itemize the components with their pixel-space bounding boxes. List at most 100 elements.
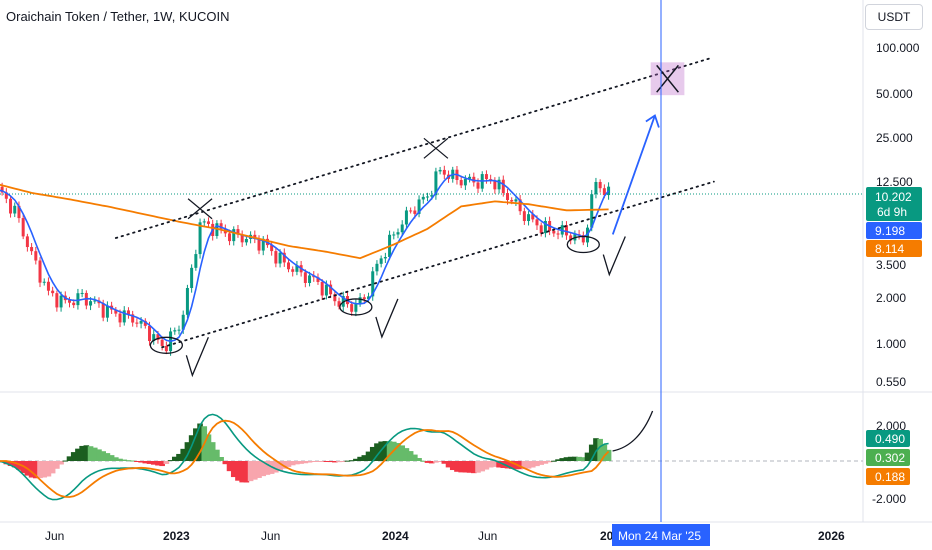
histogram-bar bbox=[100, 451, 106, 461]
histogram-bar bbox=[597, 438, 603, 461]
svg-text:0.188: 0.188 bbox=[875, 470, 905, 484]
price-tick: 12.500 bbox=[876, 175, 913, 189]
time-tick: 2024 bbox=[382, 529, 409, 543]
price-tick: 1.000 bbox=[876, 337, 906, 351]
price-tick: 50.000 bbox=[876, 87, 913, 101]
histogram-bar bbox=[37, 461, 43, 479]
candle-body bbox=[135, 322, 139, 324]
histogram-bar bbox=[483, 461, 490, 470]
histogram-bar bbox=[538, 461, 544, 465]
candle-body bbox=[68, 300, 71, 303]
histogram-bar bbox=[319, 461, 325, 462]
candle-body bbox=[38, 260, 42, 283]
candle-body bbox=[463, 178, 467, 186]
oscillator-tag-signal: 0.188 bbox=[866, 468, 910, 485]
histogram-bar bbox=[294, 461, 300, 465]
histogram-bar bbox=[273, 461, 279, 473]
candle-body bbox=[126, 310, 130, 315]
fast-moving-average-line bbox=[0, 173, 610, 343]
histogram-bar bbox=[559, 458, 566, 461]
price-tick: 0.550 bbox=[876, 375, 906, 389]
histogram-bar bbox=[79, 445, 85, 461]
histogram-bar bbox=[441, 461, 448, 464]
candle-body bbox=[552, 230, 556, 234]
histogram-bar bbox=[306, 461, 313, 463]
histogram-bar bbox=[424, 461, 431, 463]
histogram-bar bbox=[230, 461, 237, 478]
histogram-bar bbox=[188, 435, 195, 461]
histogram-bar bbox=[386, 441, 393, 461]
histogram-bar bbox=[180, 448, 187, 461]
histogram-bar bbox=[580, 457, 587, 461]
currency-button[interactable]: USDT bbox=[865, 4, 923, 30]
histogram-bar bbox=[420, 460, 427, 462]
candle-body bbox=[177, 329, 181, 331]
candle-body bbox=[379, 258, 383, 264]
oscillator-lines-layer bbox=[0, 410, 654, 501]
candle-body bbox=[152, 334, 156, 342]
histogram-bar bbox=[310, 461, 317, 462]
oscillator-tick: 2.000 bbox=[876, 419, 906, 433]
histogram-bar bbox=[125, 460, 132, 462]
histogram-bar bbox=[327, 461, 334, 463]
candle-body bbox=[282, 252, 286, 263]
low-circle-mark bbox=[339, 298, 373, 316]
histogram-bar bbox=[395, 443, 401, 461]
projection-arrow-head bbox=[645, 114, 660, 128]
price-tag-slow-ma: 8.114 bbox=[866, 240, 922, 257]
candle-body bbox=[55, 293, 59, 308]
time-tick: 20 bbox=[600, 529, 614, 543]
histogram-bar bbox=[407, 451, 414, 461]
histogram-bar bbox=[113, 457, 119, 461]
candle-body bbox=[46, 281, 50, 291]
histogram-bar bbox=[277, 461, 283, 471]
histogram-bar bbox=[449, 461, 456, 471]
candle-body bbox=[270, 245, 274, 252]
histogram-bar bbox=[159, 461, 165, 467]
histogram-bar bbox=[471, 461, 477, 474]
candle-body bbox=[190, 267, 194, 288]
time-tick: Jun bbox=[261, 529, 280, 543]
histogram-bar bbox=[289, 461, 296, 466]
histogram-bar bbox=[285, 461, 292, 467]
histogram-bar bbox=[382, 441, 389, 461]
candle-body bbox=[425, 196, 429, 198]
candle-body bbox=[392, 234, 396, 236]
candle-body bbox=[468, 176, 472, 179]
histogram-bar bbox=[66, 456, 73, 461]
candle-body bbox=[350, 304, 354, 312]
histogram-bar bbox=[49, 461, 56, 474]
candle-body bbox=[206, 221, 210, 224]
candle-body bbox=[185, 287, 189, 315]
slow-moving-average-line bbox=[0, 183, 609, 260]
candle-body bbox=[535, 219, 539, 226]
histogram-bar bbox=[209, 442, 216, 461]
histogram-bar bbox=[33, 461, 39, 479]
candle-body bbox=[564, 225, 568, 236]
histogram-bar bbox=[492, 461, 498, 467]
candle-body bbox=[337, 301, 341, 307]
candle-body bbox=[497, 179, 501, 190]
candle-body bbox=[244, 238, 248, 243]
annotations-layer bbox=[114, 57, 715, 378]
svg-text:0.302: 0.302 bbox=[875, 451, 905, 465]
candle-body bbox=[114, 309, 118, 314]
candle-body bbox=[362, 297, 366, 300]
histogram-bar bbox=[551, 460, 557, 462]
svg-text:8.114: 8.114 bbox=[875, 242, 904, 256]
low-check-mark bbox=[375, 298, 399, 339]
candle-body bbox=[240, 234, 244, 243]
histogram-bar bbox=[184, 442, 191, 461]
histogram-bar bbox=[167, 460, 174, 462]
candle-body bbox=[527, 214, 531, 222]
histogram-bar bbox=[466, 461, 473, 473]
histogram-bar bbox=[28, 461, 35, 478]
histogram-bar bbox=[41, 461, 48, 478]
histogram-bar bbox=[129, 460, 136, 462]
candle-body bbox=[30, 247, 34, 252]
svg-text:9.198: 9.198 bbox=[875, 224, 905, 238]
candle-body bbox=[308, 275, 312, 283]
histogram-bar bbox=[593, 438, 599, 461]
candle-body bbox=[514, 199, 518, 202]
candle-body bbox=[202, 221, 206, 223]
